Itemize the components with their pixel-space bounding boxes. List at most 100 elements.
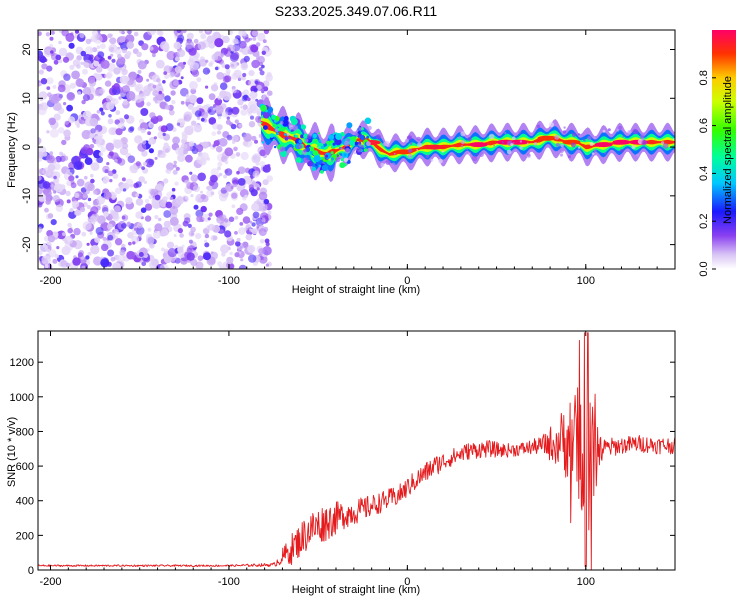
heatmap-cell	[189, 81, 198, 90]
heatmap-cell	[135, 161, 141, 167]
heatmap-cell	[273, 145, 277, 149]
heatmap-cell	[129, 184, 134, 188]
x-tick-label: -200	[39, 275, 61, 287]
heatmap-cell	[295, 157, 302, 163]
heatmap-cell	[156, 78, 161, 83]
heatmap-cell	[218, 172, 223, 177]
heatmap-cell	[357, 134, 361, 138]
heatmap-cell	[566, 153, 570, 156]
heatmap-cell	[189, 124, 194, 130]
heatmap-cell	[425, 154, 430, 158]
heatmap-cell	[186, 32, 194, 40]
heatmap-cell	[248, 70, 255, 77]
heatmap-cell	[242, 104, 248, 110]
heatmap-cell	[170, 90, 176, 96]
heatmap-cell	[457, 136, 461, 140]
heatmap-cell	[135, 75, 144, 83]
heatmap-cell	[214, 105, 224, 115]
heatmap-cell	[66, 104, 73, 112]
heatmap-cell	[255, 42, 261, 47]
heatmap-cell	[231, 106, 240, 115]
heatmap-cell	[154, 194, 161, 201]
heatmap-cell	[240, 105, 244, 109]
heatmap-cell	[526, 142, 529, 145]
heatmap-cell	[155, 59, 165, 69]
heatmap-cell	[100, 146, 106, 153]
heatmap-cell	[225, 183, 234, 192]
heatmap-cell	[112, 138, 118, 144]
heatmap-cell	[510, 143, 514, 147]
heatmap-cell	[130, 96, 136, 102]
heatmap-cell	[261, 89, 265, 94]
heatmap-cell	[172, 169, 178, 175]
heatmap-cell	[235, 241, 241, 247]
heatmap-cell	[220, 244, 230, 254]
heatmap-cell	[76, 55, 82, 61]
heatmap-cell	[330, 160, 333, 163]
heatmap-cell	[215, 145, 223, 153]
heatmap-cell	[210, 84, 219, 92]
heatmap-cell	[559, 148, 564, 153]
figure-title: S233.2025.349.07.06.R11	[275, 3, 438, 19]
heatmap-cell	[242, 89, 249, 96]
heatmap-cell	[38, 226, 43, 233]
heatmap-cell	[236, 237, 241, 242]
heatmap-cell	[67, 227, 73, 234]
heatmap-cell	[107, 170, 114, 177]
heatmap-cell	[295, 134, 299, 138]
heatmap-cell	[183, 111, 193, 121]
heatmap-cell	[224, 160, 229, 165]
heatmap-cell	[197, 172, 206, 182]
heatmap-cell	[38, 179, 48, 189]
heatmap-cell	[85, 38, 92, 45]
heatmap-cell	[218, 116, 222, 120]
heatmap-cell	[89, 231, 93, 235]
heatmap-cell	[219, 265, 223, 269]
snr-y-ticks: 0 200 400 600 800 1000 1200	[10, 357, 675, 577]
heatmap-cell	[145, 235, 155, 245]
heatmap-cell	[45, 32, 51, 37]
x-tick-label: 100	[577, 275, 595, 287]
heatmap-cell	[50, 95, 60, 104]
heatmap-cell	[246, 229, 252, 235]
heatmap-cell	[216, 124, 223, 131]
heatmap-cell	[148, 122, 155, 129]
heatmap-cell	[173, 160, 177, 165]
heatmap-cell	[164, 104, 171, 110]
heatmap-cell	[346, 122, 353, 129]
heatmap-cell	[430, 158, 434, 162]
heatmap-cell	[298, 139, 303, 144]
colorbar-tick-label: 0.6	[698, 118, 710, 133]
heatmap-cell	[114, 187, 122, 195]
heatmap-cell	[258, 228, 267, 237]
heatmap-cell	[121, 243, 126, 249]
heatmap-cell	[519, 140, 523, 143]
heatmap-cell	[214, 97, 223, 106]
heatmap-cell	[141, 140, 147, 145]
heatmap-cell	[153, 136, 157, 140]
heatmap-cell	[593, 149, 597, 153]
heatmap-cell	[250, 44, 259, 53]
heatmap-cell	[38, 194, 46, 202]
heatmap-cell	[172, 205, 176, 209]
heatmap-cell	[251, 203, 260, 212]
heatmap-cell	[200, 152, 209, 161]
heatmap-cell	[109, 38, 113, 43]
heatmap-cell	[195, 209, 204, 218]
heatmap-cell	[182, 149, 188, 155]
heatmap-cell	[61, 30, 69, 37]
heatmap-cell	[77, 252, 83, 258]
heatmap-cell	[237, 166, 246, 174]
heatmap-cell	[416, 136, 421, 141]
heatmap-cell	[195, 233, 202, 240]
heatmap-cell	[519, 146, 523, 150]
heatmap-cell	[194, 110, 202, 118]
heatmap-cell	[84, 175, 88, 180]
heatmap-cell	[313, 138, 318, 143]
heatmap-cell	[200, 190, 203, 194]
heatmap-cell	[231, 72, 239, 80]
snr-x-ticks: -200 -100 0 100	[39, 331, 676, 588]
heatmap-cell	[68, 175, 75, 182]
heatmap-cell	[80, 50, 87, 57]
